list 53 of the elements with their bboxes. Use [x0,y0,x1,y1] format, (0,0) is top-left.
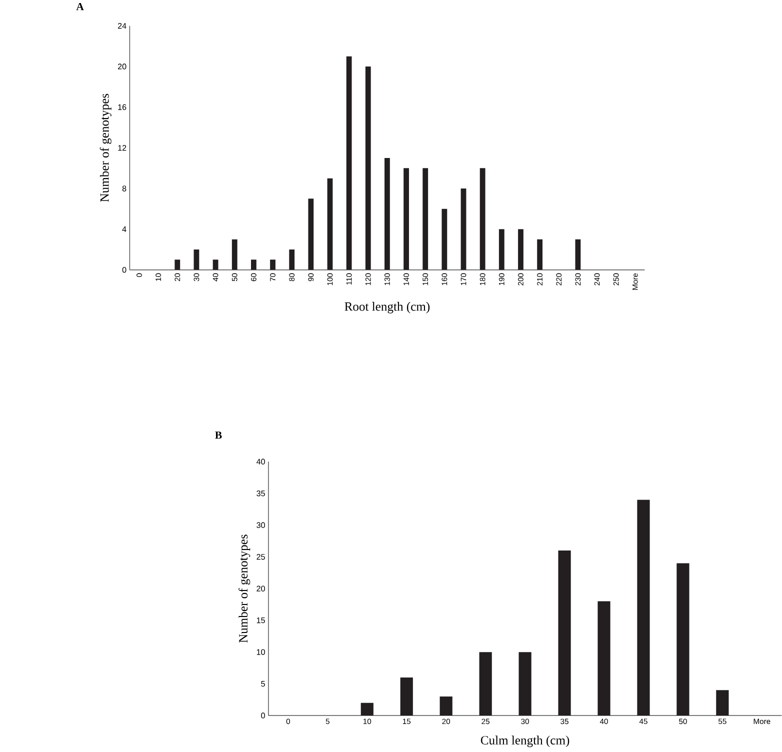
bar [360,702,374,716]
bar [308,198,314,270]
bar [422,168,428,270]
y-tick-label: 8 [122,186,126,192]
bar [460,188,466,270]
bar [442,208,448,270]
y-tick-label: 24 [118,23,126,29]
x-axis-title: Root length (cm) [344,302,430,314]
y-tick-label: 5 [261,681,265,687]
y-tick-label: 25 [256,554,265,560]
y-tick-label: 35 [256,490,265,496]
bar [365,66,371,270]
bar [479,652,492,716]
bar [232,239,238,270]
bar [598,601,610,716]
bar [537,239,542,270]
x-axis-title: Culm length (cm) [480,736,570,748]
y-tick-label: 20 [256,586,265,592]
bar [400,678,413,716]
bar [558,550,571,716]
bar [327,178,333,270]
bar [404,168,409,270]
y-tick-label: 40 [256,458,265,465]
chart-title: A [76,3,84,10]
bar [250,260,256,270]
bar [716,690,729,716]
y-tick-label: 12 [118,145,126,151]
bar [498,229,504,270]
y-tick-label: 0 [261,712,265,719]
y-tick-label: 15 [256,618,265,624]
y-tick-label: 16 [118,104,126,110]
y-axis-title: Number of genotypes [238,534,250,643]
chart-title: B [215,432,222,439]
bar [289,250,295,270]
bar [212,260,218,270]
bar [518,652,532,716]
y-tick-label: 30 [256,522,265,528]
bar [194,250,200,270]
bar [174,260,180,270]
y-axis-title: Number of genotypes [100,94,112,202]
bar [518,229,524,270]
bar [270,260,276,270]
y-tick-label: 4 [122,226,126,232]
bar [575,239,581,270]
bar [346,56,352,270]
bar [440,696,452,716]
bar [637,500,650,716]
bar [676,563,690,716]
y-tick-label: 10 [256,649,265,656]
bar [384,158,390,270]
y-tick-label: 0 [122,267,126,273]
y-tick-label: 20 [118,64,126,70]
bar [480,168,486,270]
